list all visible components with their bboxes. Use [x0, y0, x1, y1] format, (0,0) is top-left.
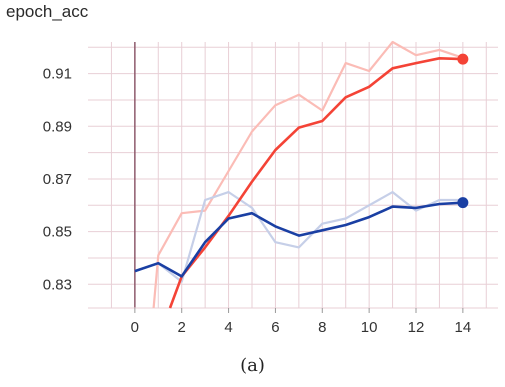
smoothed-line-0: [168, 57, 463, 309]
x-tick-label: 14: [455, 319, 472, 336]
x-tick-label: 4: [224, 319, 232, 336]
y-tick-label: 0.87: [43, 171, 72, 188]
y-tick-label: 0.85: [43, 224, 72, 241]
raw-line-1: [134, 191, 463, 283]
tick-labels: 0 2 4 6 8 10 12 14 0.83 0.85 0.87 0.89 0.91: [43, 66, 471, 336]
x-tick-label: 2: [178, 319, 186, 336]
figure-caption: (a): [240, 355, 265, 376]
x-tick-label: 12: [408, 319, 425, 336]
chart-title: epoch_acc: [6, 2, 89, 21]
x-tick-label: 8: [318, 319, 326, 336]
x-tick-label: 10: [361, 319, 378, 336]
smoothed-line-1: [134, 201, 463, 278]
axes: [88, 42, 498, 313]
line-chart: 0 2 4 6 8 10 12 14 0.83 0.85 0.87 0.89 0.91: [43, 40, 498, 336]
x-tick-label: 6: [271, 319, 279, 336]
end-point-1: [457, 197, 469, 209]
y-tick-label: 0.89: [43, 118, 72, 135]
end-point-0: [457, 53, 469, 65]
smoothed-series: [134, 53, 469, 309]
y-tick-label: 0.83: [43, 276, 72, 293]
raw-series: [134, 40, 464, 309]
grid: [88, 42, 498, 308]
y-tick-label: 0.91: [43, 66, 72, 83]
x-tick-label: 0: [131, 319, 139, 336]
raw-line-0: [152, 40, 464, 309]
